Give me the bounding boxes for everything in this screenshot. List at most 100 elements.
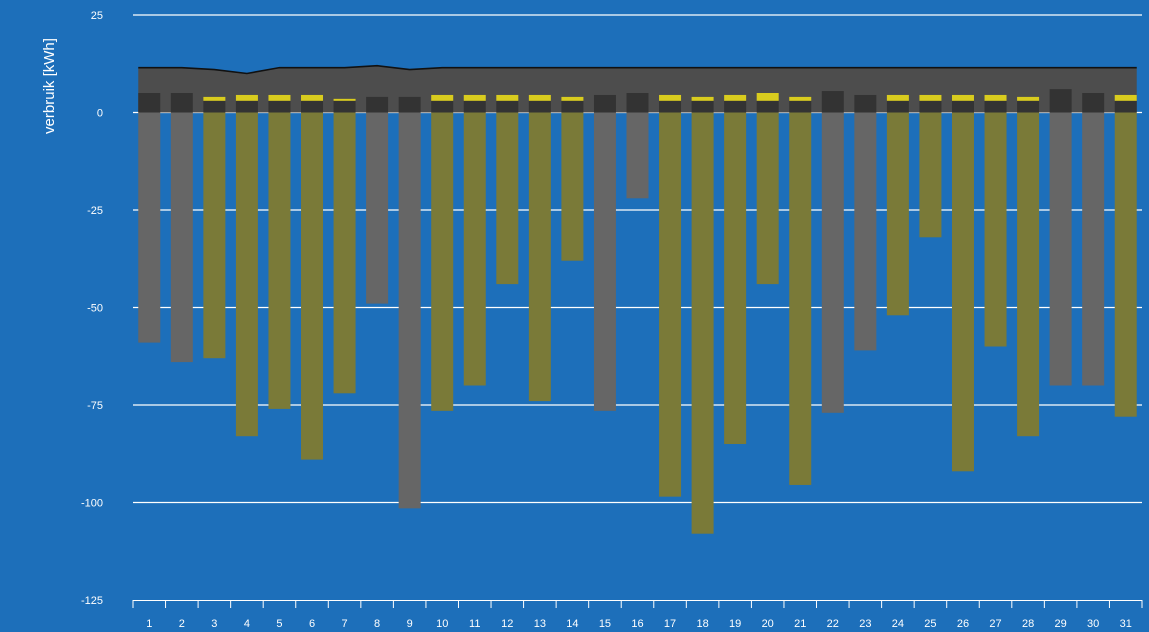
bar-consumption (496, 100, 519, 113)
bar-feed-in (235, 112, 258, 437)
bar-yellow (756, 93, 779, 101)
x-tick-label: 15 (599, 618, 611, 630)
bar-consumption (203, 100, 226, 113)
bar-yellow (268, 94, 291, 101)
x-tick-label: 16 (631, 618, 643, 630)
bar-consumption (984, 100, 1007, 113)
bar-feed-in (1082, 112, 1105, 386)
bar-feed-in (951, 112, 974, 472)
bar-feed-in (691, 112, 714, 534)
bar-feed-in (431, 112, 454, 411)
x-tick-label: 13 (534, 618, 546, 630)
bar-consumption (1082, 93, 1105, 113)
bar-yellow (789, 96, 812, 101)
bar-consumption (919, 100, 942, 113)
bar-feed-in (626, 112, 649, 199)
y-axis-label: verbruik [kWh] (41, 38, 58, 134)
bar-yellow (463, 94, 486, 101)
bar-yellow (886, 94, 909, 101)
bar-feed-in (1114, 112, 1137, 417)
x-tick-label: 30 (1087, 618, 1099, 630)
bar-feed-in (756, 112, 779, 285)
x-tick-label: 21 (794, 618, 806, 630)
x-tick-label: 19 (729, 618, 741, 630)
bar-consumption (1114, 100, 1137, 113)
bars-layer (138, 89, 1137, 534)
bar-yellow (1017, 96, 1040, 101)
bar-feed-in (1017, 112, 1040, 437)
bar-consumption (431, 100, 454, 113)
bar-feed-in (1049, 112, 1072, 386)
bar-feed-in (854, 112, 877, 351)
bar-yellow (235, 94, 258, 101)
x-tick-label: 29 (1055, 618, 1067, 630)
bar-yellow (919, 94, 942, 101)
y-tick-label: -75 (87, 400, 103, 412)
y-tick-label: -50 (87, 303, 103, 315)
bar-consumption (626, 93, 649, 113)
bar-yellow (203, 96, 226, 101)
x-tick-label: 4 (244, 618, 250, 630)
bar-consumption (301, 100, 324, 113)
bar-feed-in (919, 112, 942, 238)
bar-feed-in (268, 112, 291, 409)
bar-yellow (301, 94, 324, 101)
bar-consumption (366, 96, 389, 113)
x-tick-label: 28 (1022, 618, 1034, 630)
bar-feed-in (528, 112, 551, 402)
bar-consumption (951, 100, 974, 113)
bar-yellow (659, 94, 682, 101)
bar-feed-in (398, 112, 421, 509)
x-tick-label: 5 (276, 618, 282, 630)
bar-consumption (789, 100, 812, 113)
bar-feed-in (203, 112, 226, 359)
x-tick-label: 11 (469, 618, 480, 630)
bar-consumption (593, 94, 616, 113)
bar-feed-in (170, 112, 193, 363)
bar-yellow (984, 94, 1007, 101)
bar-feed-in (366, 112, 389, 304)
y-tick-label: -125 (81, 595, 103, 607)
x-tick-label: 12 (501, 618, 513, 630)
bar-consumption (659, 100, 682, 113)
x-tick-label: 24 (892, 618, 904, 630)
x-tick-label: 18 (696, 618, 708, 630)
bar-feed-in (886, 112, 909, 316)
x-tick-label: 27 (989, 618, 1001, 630)
x-tick-label: 6 (309, 618, 315, 630)
x-tick-label: 23 (859, 618, 871, 630)
bar-consumption (1049, 89, 1072, 113)
bar-yellow (333, 98, 356, 101)
bar-consumption (691, 100, 714, 113)
y-tick-label: 25 (91, 10, 103, 22)
bar-yellow (1114, 94, 1137, 101)
x-tick-label: 20 (762, 618, 774, 630)
bar-consumption (138, 93, 161, 113)
x-tick-label: 3 (211, 618, 217, 630)
x-tick-label: 26 (957, 618, 969, 630)
bar-consumption (756, 100, 779, 113)
x-tick-label: 2 (179, 618, 185, 630)
bar-consumption (398, 96, 421, 113)
bar-yellow (431, 94, 454, 101)
bar-feed-in (821, 112, 844, 413)
bar-consumption (235, 100, 258, 113)
x-tick-label: 1 (146, 618, 152, 630)
bar-feed-in (789, 112, 812, 485)
bar-consumption (854, 94, 877, 113)
bar-feed-in (561, 112, 584, 261)
bar-feed-in (984, 112, 1007, 347)
bar-consumption (528, 100, 551, 113)
area-line (138, 64, 1137, 75)
bar-consumption (333, 100, 356, 113)
bar-feed-in (138, 112, 161, 343)
bar-yellow (691, 96, 714, 101)
bar-consumption (463, 100, 486, 113)
bar-yellow (951, 94, 974, 101)
bar-feed-in (333, 112, 356, 394)
bar-consumption (1017, 100, 1040, 113)
x-tick-label: 9 (407, 618, 413, 630)
bar-consumption (170, 93, 193, 113)
